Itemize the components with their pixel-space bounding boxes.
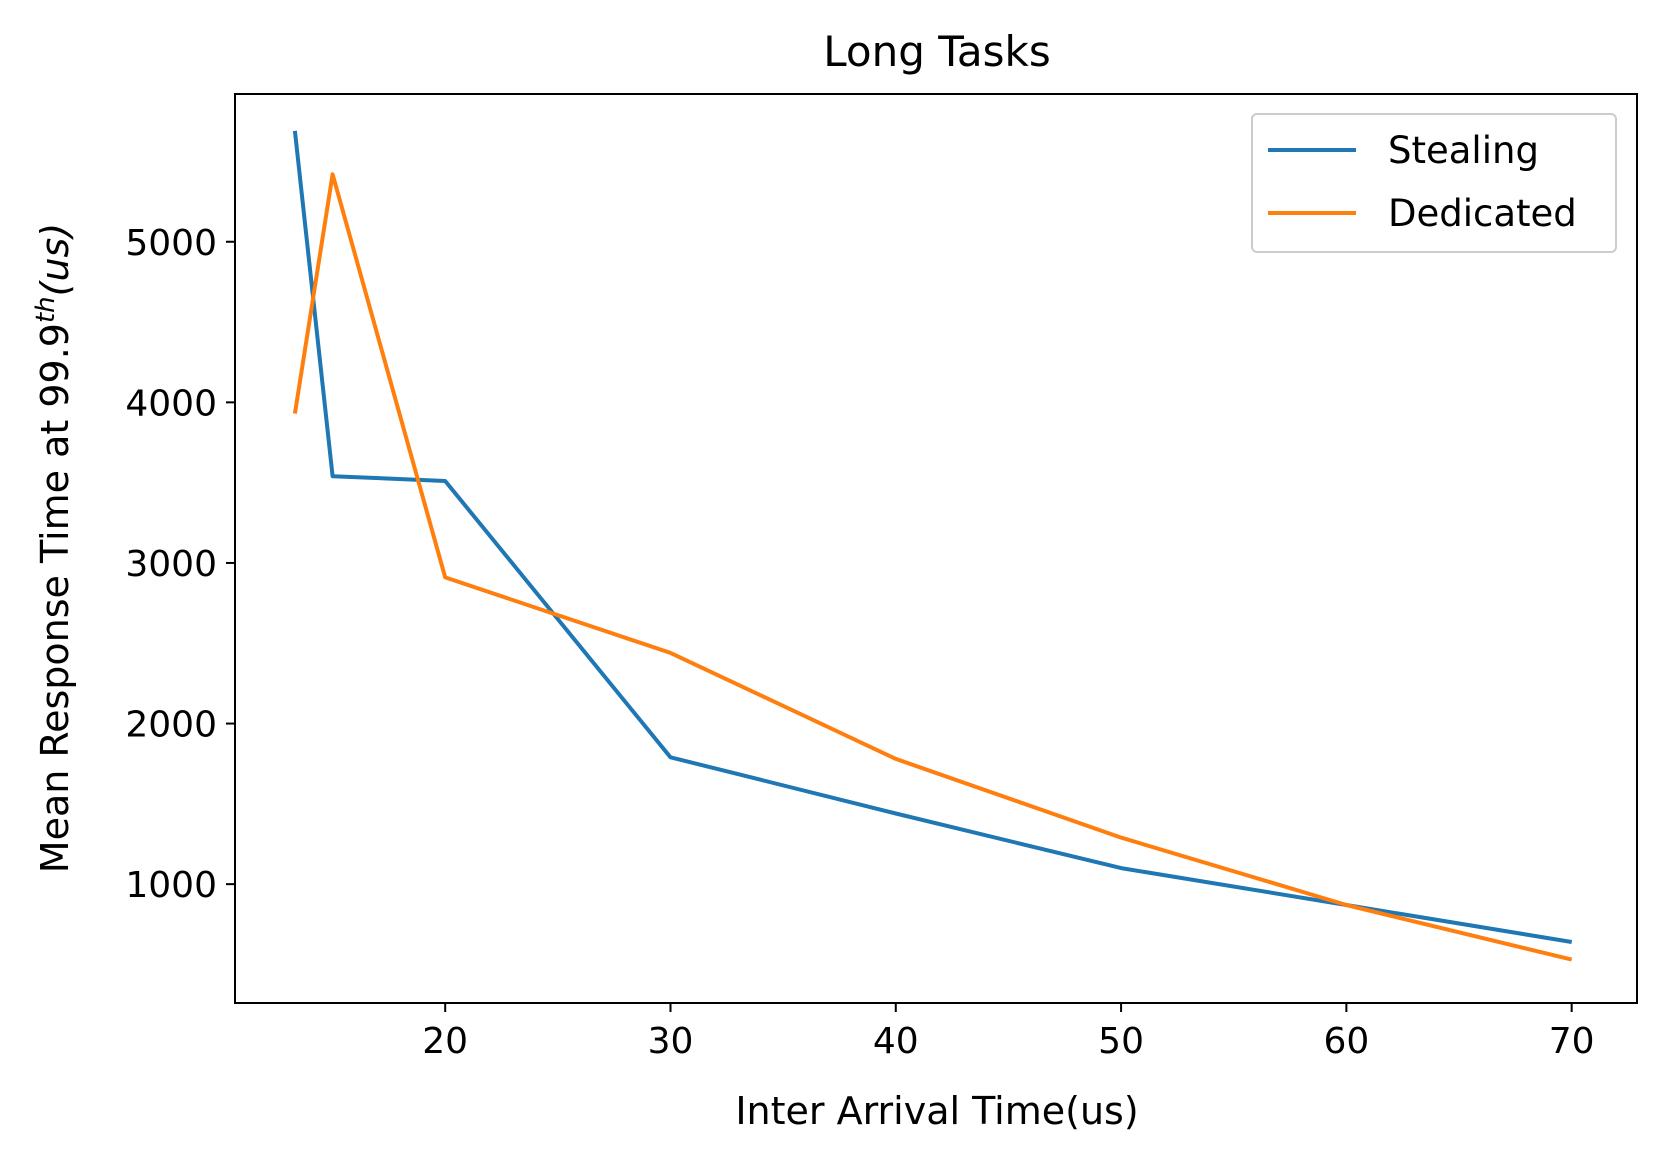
data-point-dedicated — [1344, 903, 1348, 907]
series-layer — [292, 129, 1574, 962]
data-point-dedicated — [443, 575, 447, 579]
x-tick-label: 50 — [1098, 1021, 1144, 1062]
data-point-stealing — [443, 479, 447, 483]
data-point-dedicated — [1119, 836, 1123, 840]
data-point-stealing — [894, 812, 898, 816]
data-point-dedicated — [331, 172, 335, 176]
x-tick-label: 60 — [1323, 1021, 1369, 1062]
legend-label-dedicated: Dedicated — [1388, 192, 1577, 235]
x-tick-label: 40 — [873, 1021, 919, 1062]
data-point-stealing — [1570, 940, 1574, 944]
x-tick-label: 30 — [648, 1021, 694, 1062]
series-line-dedicated — [292, 172, 1573, 962]
y-axis-label-unit: (us) — [33, 223, 77, 297]
data-point-stealing — [1119, 866, 1123, 870]
x-tick-label: 70 — [1549, 1021, 1595, 1062]
data-point-dedicated — [1570, 958, 1574, 962]
y-tick-label: 4000 — [125, 383, 217, 424]
y-axis-label-main: Mean Response Time at 99.9 — [33, 323, 77, 873]
x-tick-label: 20 — [422, 1021, 468, 1062]
x-axis-label: Inter Arrival Time(us) — [735, 1089, 1138, 1133]
data-point-dedicated — [293, 412, 297, 416]
y-tick-label: 3000 — [125, 544, 217, 585]
x-axis-ticks: 20 30 40 50 60 70 — [422, 1003, 1595, 1062]
y-axis-label-superscript: th — [31, 296, 61, 323]
y-tick-label: 1000 — [125, 865, 217, 906]
data-point-stealing — [669, 755, 673, 759]
data-point-stealing — [331, 474, 335, 478]
legend: Stealing Dedicated — [1251, 113, 1617, 253]
y-axis-label: Mean Response Time at 99.9th(us) — [31, 223, 77, 873]
series-line-stealing — [292, 130, 1573, 944]
y-axis-ticks: 1000 2000 3000 4000 5000 — [125, 223, 235, 906]
plot-frame — [234, 93, 1638, 1004]
y-tick-label: 2000 — [125, 705, 217, 746]
data-point-dedicated — [894, 757, 898, 761]
legend-label-stealing: Stealing — [1388, 129, 1539, 172]
chart-title: Long Tasks — [823, 27, 1051, 76]
y-tick-label: 5000 — [125, 223, 217, 264]
data-point-stealing — [293, 129, 297, 133]
data-point-dedicated — [669, 651, 673, 655]
